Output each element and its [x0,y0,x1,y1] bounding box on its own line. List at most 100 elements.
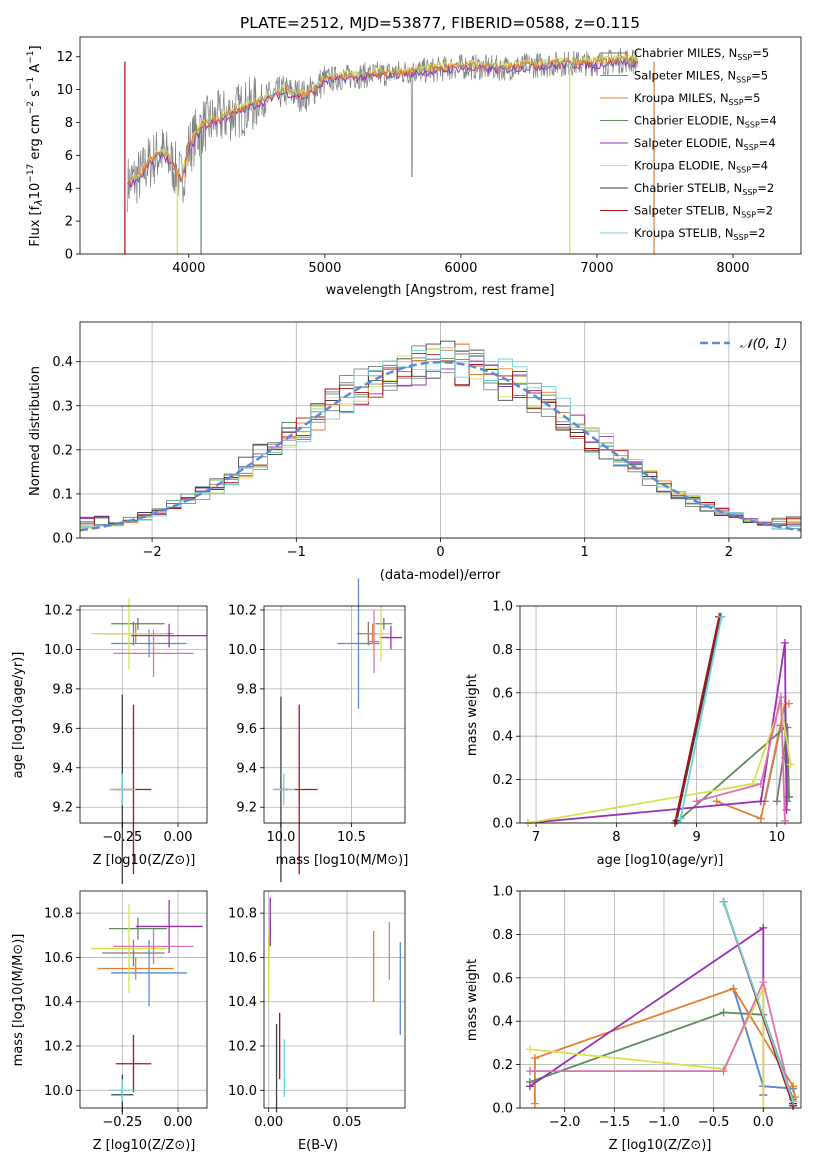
axes-frame [263,605,406,824]
axes-frame [519,605,802,824]
hist-chab_stelib [80,340,801,525]
plot-area [91,598,207,885]
normal-curve [79,360,802,532]
x-tick-label: 6000 [444,261,477,276]
plot-area [525,897,800,1112]
x-axis-label: Z [log10(Z/Z⊙)] [93,853,196,868]
marker-kroupa_elodie [786,760,795,769]
x-tick-label: 8 [612,830,620,845]
legend-suffix: =4 [760,114,777,128]
marker-kroupa_miles [530,1054,539,1063]
marker-salp_elodie [780,638,789,647]
legend-suffix: =4 [751,159,768,173]
legend-entry: Chabrier ELODIE, NSSP=4 [634,114,777,130]
y-tick-label: 10 [56,83,73,98]
plot-area [272,578,403,883]
x-tick-label: 8000 [716,261,749,276]
y-tick-label: 0.3 [52,399,73,414]
gridlines [264,606,405,823]
x-tick-label: 0 [436,545,444,560]
axes-frame [79,605,208,824]
legend-entry: Salpeter STELIB, NSSP=2 [634,204,773,220]
y-tick-label: 9.4 [52,761,73,776]
x-tick-label: 1 [581,545,589,560]
series-salp_stelib [674,616,720,824]
marker-kroupa_miles [729,984,738,993]
y-tick-label: 9.8 [236,682,257,697]
series-pink [696,696,786,821]
legend-entry: Chabrier MILES, NSSP=5 [634,46,769,62]
model-kroupa_miles [127,54,638,185]
x-axis-label: Z [log10(Z/Z⊙)] [93,1138,196,1153]
series-salp_elodie [527,642,788,824]
y-tick-label: 0.4 [492,730,513,745]
x-axis-label: (data-model)/error [380,568,501,583]
y-tick-label: 0.8 [492,643,513,658]
spectrum-data [127,47,638,213]
series-kroupa_stelib [679,616,723,819]
marker-pink [719,1067,728,1076]
axes-frame [263,890,406,1109]
y-axis-label: mass [log10(M/M⊙)] [11,934,26,1067]
axes-frame [79,36,802,255]
axes-mass_vs_ebv: 0.00 0.05 10.0 10.2 10.4 10.6 10.8 [228,890,406,1130]
legend-subscript: SSP [736,76,751,85]
legend-entry: 𝒩(0, 1) [740,337,787,352]
legend-subscript: SSP [744,143,759,152]
y-tick-label: 0 [65,248,73,263]
axes-frame [79,890,208,1109]
model-salp_elodie [127,57,639,188]
gridlines [80,606,207,823]
y-tick-label: 0.1 [52,487,73,502]
x-tick-label: 2 [725,545,733,560]
legend-entry: Salpeter ELODIE, NSSP=4 [634,136,776,152]
marker-pink [776,693,785,702]
axes-residuals: −2 −1 0 1 2 0.0 0.1 0.2 0.3 0.4 𝒩(0, 1) [52,321,802,560]
x-tick-label: 0.00 [254,1115,283,1130]
legend-subscript: SSP [742,188,757,197]
legend-entry: Kroupa ELODIE, NSSP=4 [634,159,768,175]
plot-area [524,612,795,827]
y-tick-label: 0.8 [492,928,513,943]
y-tick-label: 10.8 [228,907,257,922]
legend-suffix: =2 [757,181,774,195]
y-tick-label: 10.4 [228,995,257,1010]
y-tick-label: 9.8 [52,682,73,697]
axes-age_vs_Z: −0.25 0.00 9.2 9.4 9.6 9.8 10.0 10.2 [44,598,208,885]
legend-text: Kroupa STELIB, N [634,226,734,240]
series-kroupa_stelib [722,901,794,1102]
x-tick-label: −0.5 [698,1115,730,1130]
legend-subscript: SSP [745,121,760,130]
x-tick-label: 0.0 [753,1115,774,1130]
y-tick-label: 10.0 [44,643,73,658]
y-tick-label: 2 [65,215,73,230]
y-tick-label: 10.2 [228,603,257,618]
marker-kroupa_miles [789,1082,798,1091]
marker-pink [780,816,789,825]
legend-subscript: SSP [737,53,752,62]
marker-chab_elodie [719,1008,728,1017]
x-tick-label: 0.00 [164,830,193,845]
plot-area [268,897,401,1113]
legend-suffix: =5 [751,69,768,83]
y-tick-label: 1.0 [492,885,513,900]
y-tick-label: 10.4 [44,995,73,1010]
marker-kroupa_elodie [525,1045,534,1054]
gridlines [80,891,207,1108]
y-tick-label: 0.6 [492,971,513,986]
y-tick-label: 10.0 [228,1084,257,1099]
x-tick-label: 0.05 [333,1115,362,1130]
y-tick-label: 10.6 [228,951,257,966]
y-axis-label: mass weight [465,959,480,1041]
x-tick-label: 4000 [172,261,205,276]
x-tick-label: 0.00 [164,1115,193,1130]
y-tick-label: 10.6 [44,951,73,966]
axes-age_vs_mass: 10.0 10.5 9.2 9.4 9.6 9.8 10.0 10.2 [228,578,406,883]
y-tick-label: 6 [65,149,73,164]
marker-salp_elodie [525,1082,534,1091]
legend-subscript: SSP [729,98,744,107]
x-tick-label: 7 [532,830,540,845]
legend-text: Salpeter STELIB, N [634,204,741,218]
legend-entry: Salpeter MILES, NSSP=5 [634,69,768,85]
y-tick-label: 10.2 [44,1040,73,1055]
